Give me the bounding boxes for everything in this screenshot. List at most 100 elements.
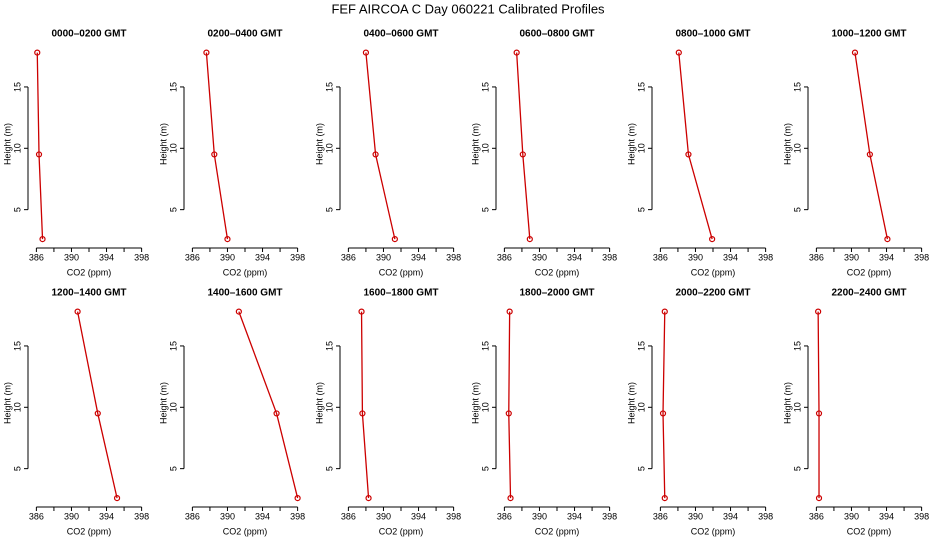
data-point (362, 49, 370, 56)
profile-line (205, 52, 229, 240)
x-tick-label: 386 (497, 252, 512, 262)
x-axis-label: CO2 (ppm) (691, 526, 736, 536)
x-tick-label: 394 (567, 252, 582, 262)
y-tick-label: 15 (12, 82, 22, 92)
panel-title: 2200–2400 GMT (831, 288, 906, 299)
x-tick-label: 398 (914, 511, 929, 521)
data-point (661, 308, 668, 315)
x-axis-label: CO2 (ppm) (223, 526, 268, 536)
y-tick-label: 10 (636, 143, 646, 153)
y-tick-label: 10 (168, 402, 178, 412)
panel-title: 1600–1800 GMT (363, 288, 438, 299)
y-tick-label: 15 (792, 341, 802, 351)
y-tick-label: 10 (12, 143, 22, 153)
panel-title: 0400–0600 GMT (363, 29, 438, 40)
y-tick-label: 15 (12, 341, 22, 351)
y-tick-label: 10 (324, 143, 334, 153)
x-tick-label: 390 (688, 252, 703, 262)
y-tick-label: 5 (168, 466, 178, 471)
x-tick-label: 390 (844, 511, 859, 521)
panel-title: 0800–1000 GMT (675, 29, 750, 40)
y-tick-label: 5 (168, 207, 178, 212)
x-tick-label: 390 (532, 511, 547, 521)
data-point (675, 49, 682, 56)
y-tick-label: 5 (480, 207, 490, 212)
y-axis-label: Height (m) (782, 123, 792, 165)
x-tick-label: 386 (185, 252, 200, 262)
data-point (506, 308, 513, 315)
y-axis-label: Height (m) (158, 123, 168, 165)
y-axis-label: Height (m) (2, 382, 12, 424)
profile-line (360, 311, 370, 499)
x-tick-label: 394 (255, 511, 270, 521)
y-axis-label: Height (m) (626, 123, 636, 165)
data-point (815, 494, 823, 502)
x-tick-label: 386 (809, 511, 824, 521)
x-tick-label: 394 (879, 252, 894, 262)
x-tick-label: 394 (99, 252, 114, 262)
x-tick-label: 390 (220, 511, 235, 521)
x-tick-label: 390 (220, 252, 235, 262)
panel-title: 1000–1200 GMT (831, 29, 906, 40)
x-tick-label: 398 (290, 252, 305, 262)
y-tick-label: 15 (636, 341, 646, 351)
x-tick-label: 398 (446, 252, 461, 262)
data-point (519, 151, 526, 158)
x-tick-label: 386 (185, 511, 200, 521)
x-axis-label: CO2 (ppm) (535, 267, 580, 277)
y-tick-label: 15 (324, 341, 334, 351)
data-point (866, 151, 873, 158)
x-tick-label: 398 (914, 252, 929, 262)
x-tick-label: 394 (411, 511, 426, 521)
y-tick-label: 10 (168, 143, 178, 153)
profile-line (854, 52, 889, 240)
y-tick-label: 15 (480, 82, 490, 92)
y-tick-label: 10 (792, 402, 802, 412)
data-point (685, 151, 692, 158)
data-point (235, 308, 242, 315)
profile-line (817, 311, 820, 499)
y-tick-label: 10 (480, 143, 490, 153)
data-point (294, 494, 301, 502)
y-axis-label: Height (m) (314, 123, 324, 165)
y-tick-label: 5 (324, 207, 334, 212)
page-title: FEF AIRCOA C Day 060221 Calibrated Profi… (331, 1, 605, 16)
data-point (526, 235, 533, 243)
data-point (39, 235, 46, 243)
x-tick-label: 398 (446, 511, 461, 521)
x-tick-label: 398 (758, 252, 773, 262)
data-point (358, 308, 365, 315)
panel-title: 2000–2200 GMT (675, 288, 750, 299)
y-tick-label: 5 (792, 466, 802, 471)
data-point (211, 151, 218, 158)
x-tick-label: 386 (341, 511, 356, 521)
data-point (505, 410, 512, 417)
data-point (203, 49, 210, 56)
y-tick-label: 5 (12, 207, 22, 212)
profile-line (238, 311, 299, 499)
data-point (94, 410, 101, 417)
panel-title: 0200–0400 GMT (207, 29, 282, 40)
data-point (659, 410, 667, 417)
x-tick-label: 390 (688, 511, 703, 521)
data-point (35, 151, 43, 158)
y-tick-label: 5 (792, 207, 802, 212)
x-tick-label: 394 (255, 252, 270, 262)
x-axis-label: CO2 (ppm) (847, 267, 892, 277)
data-point (273, 410, 280, 417)
x-tick-label: 390 (64, 511, 79, 521)
x-tick-label: 394 (723, 252, 738, 262)
x-tick-label: 398 (134, 511, 149, 521)
x-tick-label: 390 (64, 252, 79, 262)
y-tick-label: 15 (792, 82, 802, 92)
data-point (507, 494, 514, 502)
x-tick-label: 386 (653, 511, 668, 521)
x-axis-label: CO2 (ppm) (379, 267, 424, 277)
data-point (391, 235, 398, 243)
data-point (359, 410, 366, 417)
x-tick-label: 398 (602, 252, 617, 262)
y-axis-label: Height (m) (626, 382, 636, 424)
y-tick-label: 5 (636, 207, 646, 212)
x-axis-label: CO2 (ppm) (847, 526, 892, 536)
